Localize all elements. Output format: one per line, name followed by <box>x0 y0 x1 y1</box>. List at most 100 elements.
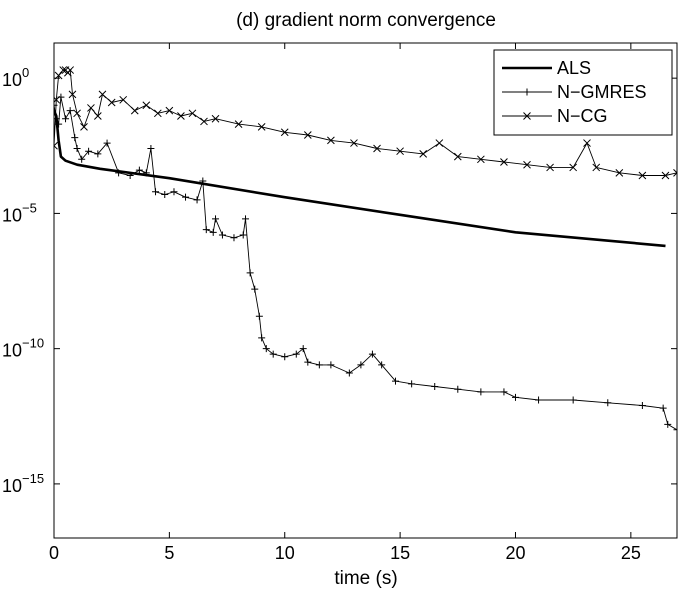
y-tick-label: 10−15 <box>2 471 44 496</box>
data-point-n-cg <box>107 98 116 107</box>
data-point-n-gmres <box>246 269 254 277</box>
data-point-n-gmres <box>161 190 169 198</box>
data-point-n-cg <box>119 95 128 104</box>
data-point-n-cg <box>87 104 95 112</box>
data-point-n-cg <box>80 122 88 131</box>
data-point-n-gmres <box>477 388 485 396</box>
data-point-n-cg <box>257 122 266 131</box>
y-tick-label: 100 <box>2 65 29 90</box>
data-point-n-gmres <box>85 147 93 155</box>
data-point-n-cg <box>477 155 485 164</box>
data-point-n-gmres <box>239 231 247 239</box>
data-point-n-gmres <box>78 155 86 163</box>
legend-label-n-cg: N−CG <box>557 106 608 126</box>
data-point-n-gmres <box>142 169 150 177</box>
data-point-n-gmres <box>673 426 677 434</box>
data-point-n-cg <box>638 171 647 180</box>
data-point-n-gmres <box>73 144 81 152</box>
y-tick-label: 10−10 <box>2 336 44 361</box>
data-point-n-cg <box>177 112 185 120</box>
data-point-n-cg <box>396 147 404 156</box>
data-point-n-gmres <box>281 353 289 361</box>
data-point-n-gmres <box>209 228 217 236</box>
series-n-gmres <box>54 93 677 434</box>
data-point-n-cg <box>453 152 462 161</box>
data-point-n-cg <box>130 106 139 115</box>
data-point-n-cg <box>234 120 243 129</box>
series-line-als <box>54 110 666 248</box>
legend-label-als: ALS <box>557 58 591 78</box>
x-tick-label: 25 <box>621 543 641 563</box>
data-point-n-cg <box>165 106 174 115</box>
data-point-n-cg <box>188 109 197 118</box>
data-point-n-gmres <box>115 169 123 177</box>
data-point-n-cg <box>419 150 428 158</box>
data-point-n-cg <box>54 95 61 104</box>
data-point-n-gmres <box>357 361 365 369</box>
series-als <box>54 110 666 248</box>
data-point-n-gmres <box>569 396 577 404</box>
data-point-n-cg <box>615 168 624 177</box>
data-point-n-cg <box>350 139 358 147</box>
data-point-n-gmres <box>299 345 307 353</box>
data-point-n-cg <box>59 66 68 74</box>
chart-title: (d) gradient norm convergence <box>236 10 496 31</box>
data-point-n-gmres <box>55 120 63 128</box>
data-point-n-gmres <box>103 139 111 147</box>
data-point-n-gmres <box>218 231 226 239</box>
data-point-n-gmres <box>94 150 102 158</box>
data-point-n-gmres <box>269 350 277 358</box>
x-tick-label: 10 <box>275 543 295 563</box>
data-point-n-gmres <box>212 215 220 223</box>
data-point-n-cg <box>142 101 151 110</box>
data-point-n-gmres <box>258 334 266 342</box>
data-point-n-gmres <box>391 377 399 385</box>
legend-marker-n-cg <box>523 112 531 120</box>
data-point-n-gmres <box>62 115 70 123</box>
series-layer <box>54 66 677 434</box>
data-point-n-cg <box>673 168 677 177</box>
data-point-n-gmres <box>500 388 508 396</box>
data-point-n-gmres <box>182 193 190 201</box>
data-point-n-cg <box>569 163 578 172</box>
data-point-n-cg <box>500 158 508 166</box>
tick-labels-layer: 0 5 10 15 20 25 100 10−5 10−10 10−15 <box>2 65 641 563</box>
data-point-n-gmres <box>66 107 74 115</box>
data-point-n-cg <box>68 90 77 99</box>
series-n-cg <box>54 66 677 180</box>
x-tick-label: 15 <box>390 543 410 563</box>
data-point-n-gmres <box>135 166 143 174</box>
data-point-n-cg <box>435 139 444 147</box>
data-point-n-gmres <box>255 312 263 320</box>
data-point-n-gmres <box>126 172 134 180</box>
data-point-n-gmres <box>292 350 300 358</box>
x-tick-label: 0 <box>49 543 59 563</box>
data-point-n-gmres <box>408 380 416 388</box>
data-point-n-gmres <box>147 144 155 152</box>
data-point-n-cg <box>200 117 208 126</box>
data-point-n-cg <box>73 109 81 118</box>
data-point-n-gmres <box>202 226 210 234</box>
data-point-n-cg <box>661 171 670 180</box>
data-point-n-cg <box>66 66 75 74</box>
data-point-n-cg <box>546 163 554 172</box>
data-point-n-cg <box>153 109 162 118</box>
legend: ALS N−GMRES N−CG <box>493 49 673 136</box>
legend-marker-n-gmres <box>523 88 531 96</box>
data-point-n-gmres <box>431 383 439 391</box>
data-point-n-cg <box>93 112 102 120</box>
data-point-n-gmres <box>304 358 312 366</box>
data-point-n-cg <box>327 136 335 145</box>
data-point-n-gmres <box>199 177 207 185</box>
axes-layer <box>53 42 678 539</box>
data-point-n-cg <box>98 90 107 99</box>
data-point-n-cg <box>523 160 531 169</box>
data-point-n-cg <box>373 144 381 153</box>
data-point-n-gmres <box>230 234 238 242</box>
data-point-n-gmres <box>604 399 612 407</box>
data-point-n-gmres <box>511 393 519 401</box>
y-tick-label: 10−5 <box>2 200 37 225</box>
data-point-n-cg <box>592 163 601 172</box>
data-point-n-gmres <box>152 188 160 196</box>
